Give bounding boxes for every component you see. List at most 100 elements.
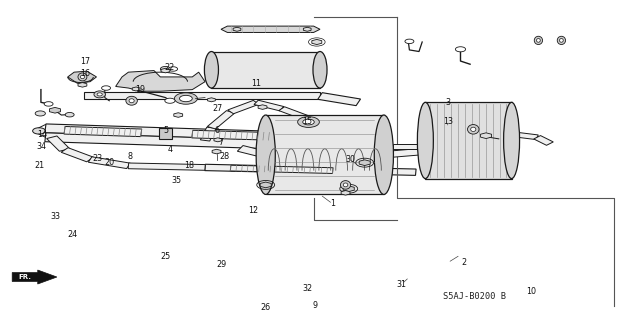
Text: 31: 31 — [397, 279, 407, 288]
Circle shape — [44, 102, 53, 106]
Text: 35: 35 — [172, 176, 181, 185]
Ellipse shape — [256, 115, 275, 195]
Polygon shape — [237, 145, 269, 158]
Polygon shape — [212, 149, 221, 154]
Text: 11: 11 — [251, 79, 261, 88]
Polygon shape — [214, 138, 221, 142]
Polygon shape — [207, 98, 215, 102]
Polygon shape — [64, 126, 141, 137]
Text: 13: 13 — [443, 117, 452, 126]
Text: 14: 14 — [37, 130, 47, 138]
Polygon shape — [383, 148, 423, 158]
Circle shape — [165, 98, 175, 103]
Bar — [426, 102, 511, 179]
Polygon shape — [174, 113, 182, 117]
Text: 25: 25 — [161, 252, 171, 261]
Polygon shape — [45, 124, 301, 141]
Bar — [211, 51, 320, 88]
Polygon shape — [200, 127, 216, 141]
Ellipse shape — [78, 73, 87, 81]
Ellipse shape — [97, 93, 102, 96]
Polygon shape — [45, 133, 301, 150]
Polygon shape — [481, 133, 492, 138]
Text: 16: 16 — [81, 69, 91, 78]
Text: 20: 20 — [104, 158, 115, 167]
Circle shape — [298, 117, 319, 127]
Polygon shape — [254, 100, 284, 111]
Polygon shape — [221, 26, 320, 33]
Polygon shape — [205, 164, 416, 175]
Ellipse shape — [81, 75, 84, 79]
Polygon shape — [61, 148, 93, 162]
Ellipse shape — [470, 127, 476, 131]
Polygon shape — [260, 182, 271, 188]
Ellipse shape — [559, 39, 563, 42]
Polygon shape — [88, 157, 130, 168]
Circle shape — [161, 66, 171, 71]
Text: 17: 17 — [81, 56, 91, 65]
Text: 21: 21 — [34, 161, 44, 170]
Text: 4: 4 — [168, 145, 172, 154]
Text: 33: 33 — [50, 212, 60, 221]
Ellipse shape — [374, 115, 394, 195]
Polygon shape — [303, 27, 311, 31]
Ellipse shape — [417, 102, 433, 179]
Text: 2: 2 — [461, 258, 467, 267]
Text: 8: 8 — [127, 152, 132, 161]
Text: 15: 15 — [302, 117, 312, 126]
Bar — [266, 115, 384, 195]
Text: FR.: FR. — [19, 274, 31, 280]
Text: 18: 18 — [184, 161, 194, 170]
Polygon shape — [192, 130, 269, 140]
Text: 27: 27 — [212, 104, 223, 113]
Ellipse shape — [94, 91, 106, 98]
Polygon shape — [78, 83, 87, 87]
Ellipse shape — [129, 99, 134, 103]
Circle shape — [33, 128, 45, 134]
Polygon shape — [116, 70, 205, 91]
Ellipse shape — [534, 36, 543, 45]
Polygon shape — [233, 27, 241, 31]
Text: 26: 26 — [260, 303, 271, 312]
Circle shape — [102, 86, 111, 90]
Polygon shape — [312, 40, 322, 45]
Polygon shape — [68, 71, 97, 83]
Polygon shape — [84, 93, 320, 100]
Ellipse shape — [204, 51, 218, 88]
Polygon shape — [341, 190, 350, 195]
Ellipse shape — [313, 51, 327, 88]
Text: 9: 9 — [312, 301, 317, 310]
Text: 23: 23 — [93, 154, 103, 163]
Ellipse shape — [343, 183, 348, 187]
Circle shape — [405, 39, 414, 44]
Polygon shape — [303, 117, 324, 129]
Polygon shape — [318, 93, 360, 106]
Circle shape — [303, 119, 314, 125]
Circle shape — [179, 95, 192, 102]
Text: 30: 30 — [346, 155, 356, 164]
Text: 32: 32 — [302, 284, 312, 293]
Polygon shape — [258, 105, 267, 109]
Polygon shape — [128, 163, 205, 170]
Polygon shape — [343, 186, 355, 192]
Polygon shape — [207, 111, 235, 129]
Polygon shape — [159, 128, 172, 139]
Ellipse shape — [126, 96, 138, 105]
Ellipse shape — [340, 181, 351, 189]
Ellipse shape — [557, 36, 566, 45]
Ellipse shape — [536, 39, 540, 42]
Text: 3: 3 — [445, 98, 450, 107]
Text: 24: 24 — [67, 230, 77, 239]
Text: 34: 34 — [36, 142, 46, 151]
Polygon shape — [511, 132, 538, 140]
Circle shape — [65, 113, 74, 117]
Text: 1: 1 — [330, 199, 335, 208]
Circle shape — [456, 47, 466, 52]
Text: 19: 19 — [135, 85, 145, 94]
Text: 28: 28 — [219, 152, 229, 161]
Polygon shape — [132, 87, 140, 91]
Circle shape — [174, 93, 197, 104]
Ellipse shape — [467, 124, 479, 134]
Polygon shape — [534, 136, 554, 145]
Text: 22: 22 — [165, 63, 175, 72]
